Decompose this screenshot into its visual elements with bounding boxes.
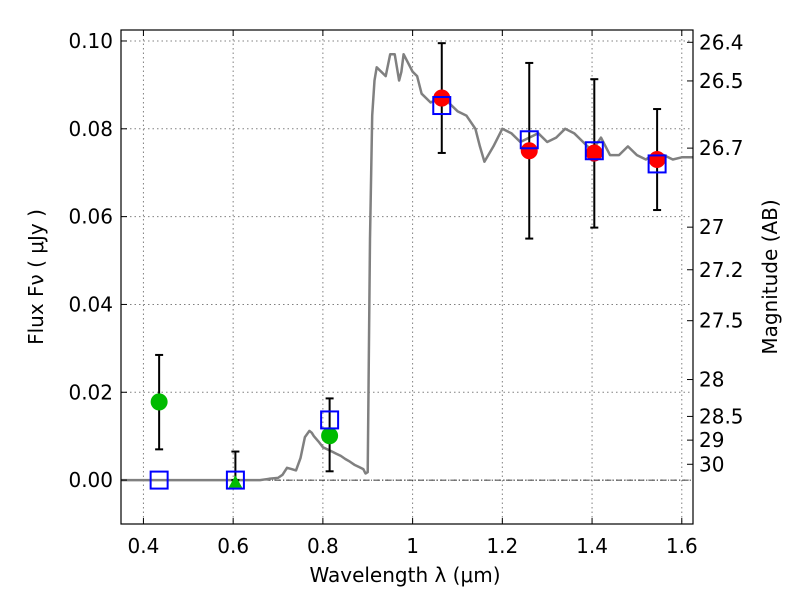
magnitude-tick-label: 28 [699,368,724,392]
y-tick-label: 0.00 [68,468,113,492]
marker-layer [149,89,667,490]
x-tick-label: 0.8 [307,534,339,558]
y-tick-label: 0.10 [68,29,113,53]
detected-flux-point [433,89,451,107]
detected-flux-point [520,142,538,160]
low-flux-point [321,427,339,445]
x-tick-label: 1.2 [486,534,518,558]
magnitude-axis-title: Magnitude (AB) [758,199,782,354]
magnitude-tick-label: 27.2 [699,258,744,282]
synthetic-photometry-square [432,96,452,116]
upper-limit-triangle [228,475,243,488]
magnitude-tick-label: 30 [699,452,724,476]
x-tick-label: 0.6 [217,534,249,558]
model-spectrum-line [121,52,693,482]
synthetic-photometry-square [225,470,245,490]
x-tick-label: 1.4 [576,534,608,558]
model-layer [121,52,693,482]
detected-flux-point [648,151,666,169]
y-axis-title: Flux Fν ( μJy ) [24,209,48,345]
y-tick-label: 0.06 [68,205,113,229]
magnitude-tick-label: 26.5 [699,69,744,93]
synthetic-photometry-square [149,470,169,490]
synthetic-photometry-square [647,154,667,174]
magnitude-tick-label: 28.5 [699,404,744,428]
magnitude-tick-label: 27 [699,215,724,239]
x-axis-ticks: 0.4 0.6 0.8 1 1.2 1.4 1.6 [128,30,698,558]
y-tick-label: 0.04 [68,292,113,316]
low-flux-point [150,393,168,411]
synthetic-photometry-square [584,141,604,161]
synthetic-photometry-square [519,130,539,150]
magnitude-tick-label: 27.5 [699,309,744,333]
x-tick-label: 0.4 [128,534,160,558]
x-tick-label: 1 [406,534,419,558]
plot-frame [120,29,694,525]
y-axis-ticks: 0.00 0.02 0.04 0.06 0.08 0.10 [68,29,127,492]
magnitude-tick-label: 26.7 [699,136,744,160]
magnitude-tick-label: 26.4 [699,30,744,54]
y-tick-label: 0.02 [68,380,113,404]
synthetic-photometry-square [320,410,340,430]
plot-background [121,30,693,524]
x-axis-title: Wavelength λ (μm) [309,563,500,587]
magnitude-tick-label: 29 [699,428,724,452]
y-tick-label: 0.08 [68,117,113,141]
x-tick-label: 1.6 [666,534,698,558]
